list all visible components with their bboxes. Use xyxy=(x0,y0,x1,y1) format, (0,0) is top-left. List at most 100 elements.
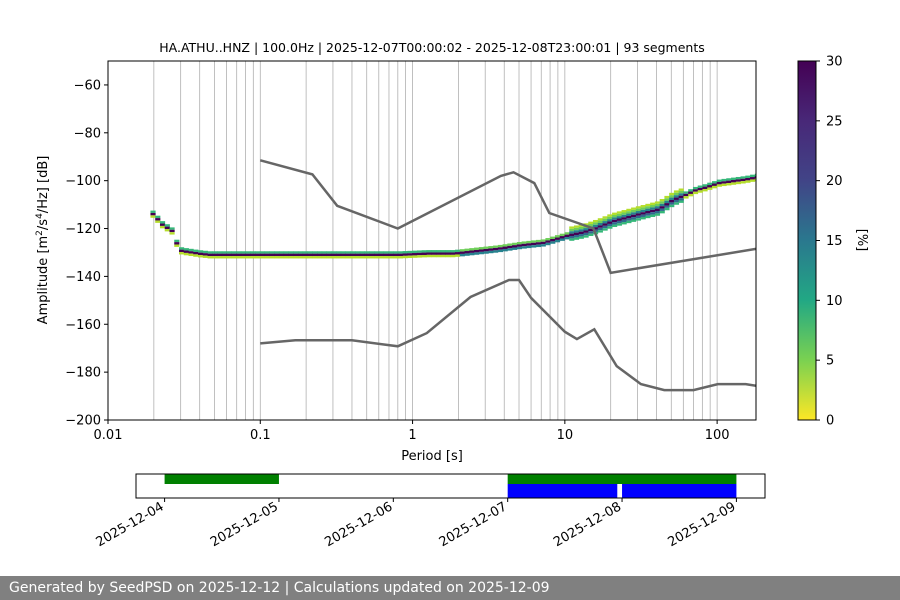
heatmap-cell xyxy=(150,215,156,218)
heatmap-cell xyxy=(474,247,480,250)
heatmap-cell xyxy=(597,225,603,228)
heatmap-cell xyxy=(573,235,580,238)
heatmap-cell xyxy=(231,253,237,257)
heatmap-cell xyxy=(245,251,251,254)
y-tick-label: −80 xyxy=(74,126,101,141)
heatmap-cell xyxy=(678,200,684,203)
heatmap-cell xyxy=(502,244,508,247)
heatmap-cell xyxy=(640,214,646,217)
heatmap-cell xyxy=(355,251,361,254)
heatmap-cell xyxy=(297,251,304,254)
heatmap-cell xyxy=(726,178,732,181)
heatmap-cell xyxy=(402,253,408,256)
heatmap-cell xyxy=(645,213,651,216)
heatmap-cell xyxy=(664,200,670,204)
heatmap-cell xyxy=(369,256,375,259)
heatmap-cell xyxy=(340,256,346,259)
heatmap-cell xyxy=(512,242,518,246)
heatmap-cell xyxy=(507,245,513,249)
heatmap-cell xyxy=(293,253,299,257)
heatmap-cell xyxy=(383,253,389,257)
heatmap-cell xyxy=(569,231,575,234)
heatmap-cell xyxy=(631,207,637,210)
heatmap-cell xyxy=(212,256,218,259)
heatmap-cell xyxy=(288,256,294,259)
heatmap-cell xyxy=(217,251,223,254)
heatmap-cell xyxy=(179,252,185,255)
heatmap-cell xyxy=(502,246,508,249)
heatmap-cell xyxy=(607,226,613,229)
heatmap-cell xyxy=(202,255,208,258)
heatmap-cell xyxy=(626,213,632,216)
heatmap-cell xyxy=(240,251,247,254)
heatmap-cell xyxy=(740,178,746,182)
heatmap-cell xyxy=(626,211,632,214)
heatmap-cell xyxy=(393,256,399,259)
heatmap-cell xyxy=(516,246,523,250)
heatmap-cell xyxy=(659,208,665,211)
noise-model-high xyxy=(259,159,756,275)
heatmap-cell xyxy=(597,227,603,231)
heatmap-cell xyxy=(654,206,661,209)
heatmap-cell xyxy=(478,251,484,255)
heatmap-cell xyxy=(240,256,247,259)
heatmap-cell xyxy=(650,214,656,217)
heatmap-cell xyxy=(350,253,356,257)
y-tick-label: −120 xyxy=(65,222,101,237)
heatmap-cell xyxy=(597,230,603,233)
heatmap-cell xyxy=(645,206,651,209)
heatmap-cell xyxy=(174,239,180,243)
heatmap-cell xyxy=(602,225,608,229)
heatmap-cell xyxy=(688,191,694,194)
heatmap-cell xyxy=(155,218,161,221)
heatmap-cell xyxy=(659,203,665,207)
heatmap-cell xyxy=(388,251,394,254)
heatmap-cell xyxy=(702,184,708,187)
heatmap-cell xyxy=(540,244,546,247)
heatmap-cell xyxy=(164,224,170,227)
heatmap-cell xyxy=(593,224,599,228)
heatmap-cell xyxy=(164,228,170,232)
heatmap-cell xyxy=(735,179,741,182)
heatmap-cell xyxy=(678,193,684,196)
heatmap-cell xyxy=(435,252,442,255)
heatmap-cell xyxy=(459,251,465,254)
heatmap-cell xyxy=(654,208,661,211)
heatmap-cell xyxy=(626,215,632,219)
heatmap-cell xyxy=(350,251,356,254)
heatmap-cell xyxy=(631,212,637,215)
timeline-frame xyxy=(135,473,766,499)
heatmap-cell xyxy=(740,181,746,184)
heatmap-cell xyxy=(369,251,375,254)
heatmap-cell xyxy=(545,240,551,243)
heatmap-cell xyxy=(616,211,622,214)
heatmap-cell xyxy=(702,189,708,192)
heatmap-cell xyxy=(554,237,561,240)
heatmap-cell xyxy=(302,256,308,259)
heatmap-cell xyxy=(593,227,599,230)
heatmap-cell xyxy=(635,215,642,219)
heatmap-cell xyxy=(550,241,556,244)
heatmap-cell xyxy=(474,249,480,253)
timeline-tick-label: 2025-12-05 xyxy=(208,499,281,550)
heatmap-cell xyxy=(493,250,499,253)
heatmap-cell xyxy=(240,253,247,257)
y-tick-label: −160 xyxy=(65,318,101,333)
heatmap-cell xyxy=(478,247,484,250)
heatmap-cell xyxy=(707,185,713,188)
heatmap-cell xyxy=(721,183,727,187)
heatmap-cell xyxy=(402,251,408,254)
heatmap-cell xyxy=(378,251,385,254)
chart-title: HA.ATHU..HNZ | 100.0Hz | 2025-12-07T00:0… xyxy=(159,40,704,55)
heatmap-cell xyxy=(731,180,737,183)
heatmap-cell xyxy=(345,256,351,259)
heatmap-cell xyxy=(512,245,518,248)
heatmap-cell xyxy=(640,205,646,208)
heatmap-cell xyxy=(731,182,737,185)
heatmap-cell xyxy=(155,220,161,223)
heatmap-cell xyxy=(179,249,185,253)
heatmap-cell xyxy=(673,192,680,196)
heatmap-cell xyxy=(293,251,299,254)
x-axis: 0.01 0.1 1 10 100 xyxy=(94,420,730,443)
heatmap-cell xyxy=(588,231,594,234)
